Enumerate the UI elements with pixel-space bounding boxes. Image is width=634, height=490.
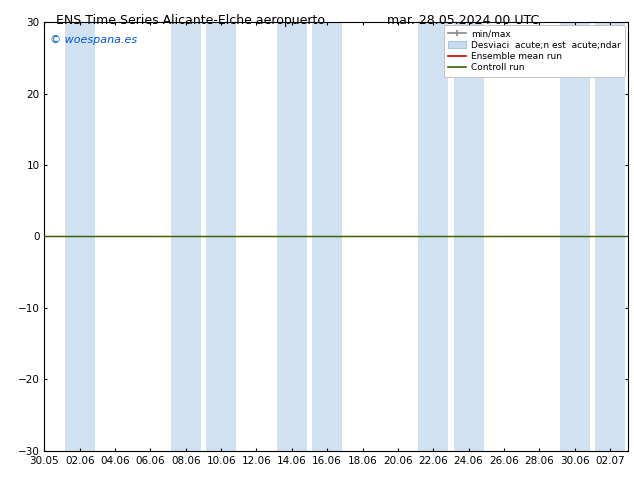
Bar	[418, 22, 448, 451]
Bar	[206, 22, 236, 451]
Text: mar. 28.05.2024 00 UTC: mar. 28.05.2024 00 UTC	[387, 14, 539, 27]
Bar	[595, 22, 625, 451]
Bar	[560, 22, 590, 451]
Bar	[65, 22, 94, 451]
Legend: min/max, Desviaci  acute;n est  acute;ndar, Ensemble mean run, Controll run: min/max, Desviaci acute;n est acute;ndar…	[444, 25, 625, 76]
Text: ENS Time Series Alicante-Elche aeropuerto: ENS Time Series Alicante-Elche aeropuert…	[56, 14, 325, 27]
Text: © woespana.es: © woespana.es	[50, 35, 138, 45]
Bar	[453, 22, 484, 451]
Bar	[277, 22, 307, 451]
Bar	[312, 22, 342, 451]
Bar	[171, 22, 201, 451]
